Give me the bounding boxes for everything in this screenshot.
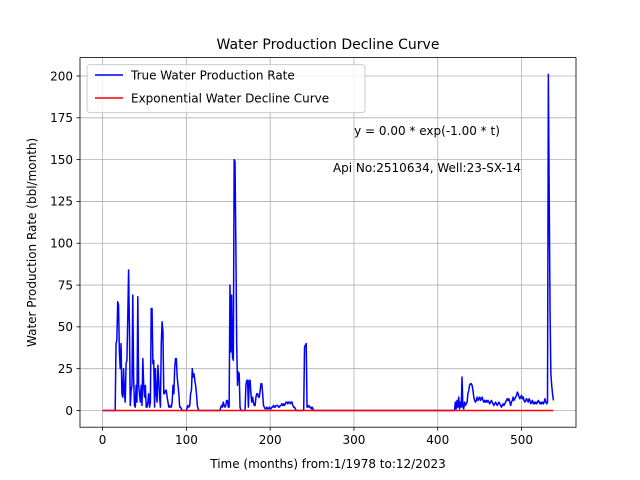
plot-area: 0 100 200 300 400 500 0 25 50 75 100 125 150 175 200 bbox=[50, 57, 577, 447]
y-axis-label: Water Production Rate (bbl/month) bbox=[25, 138, 39, 347]
x-tick-label: 100 bbox=[175, 433, 198, 447]
y-tick-label: 25 bbox=[58, 362, 73, 376]
y-tick-label: 175 bbox=[50, 111, 73, 125]
x-tick-label: 0 bbox=[99, 433, 107, 447]
y-tick-label: 200 bbox=[50, 69, 73, 83]
x-tick-label: 500 bbox=[510, 433, 533, 447]
legend-label-exponential-curve: Exponential Water Decline Curve bbox=[131, 92, 329, 106]
y-tick-label: 75 bbox=[58, 278, 73, 292]
x-tick-label: 300 bbox=[343, 433, 366, 447]
legend-label-true-rate: True Water Production Rate bbox=[130, 69, 295, 83]
equation-annotation: y = 0.00 * exp(-1.00 * t) bbox=[354, 124, 500, 138]
x-axis-label: Time (months) from:1/1978 to:12/2023 bbox=[209, 457, 446, 471]
x-axis-ticks: 0 100 200 300 400 500 bbox=[99, 427, 533, 447]
y-tick-label: 150 bbox=[50, 153, 73, 167]
y-tick-label: 100 bbox=[50, 237, 73, 251]
chart-title: Water Production Decline Curve bbox=[217, 37, 440, 53]
true-water-production-rate-line bbox=[102, 73, 555, 412]
y-tick-label: 125 bbox=[50, 195, 73, 209]
well-annotation: Api No:2510634, Well:23-SX-14 bbox=[333, 161, 521, 175]
y-tick-label: 0 bbox=[65, 404, 73, 418]
legend-box bbox=[86, 64, 366, 114]
x-tick-label: 200 bbox=[259, 433, 282, 447]
legend: True Water Production Rate Exponential W… bbox=[86, 64, 366, 114]
series-lines bbox=[102, 73, 555, 412]
y-axis-ticks: 0 25 50 75 100 125 150 175 200 bbox=[50, 69, 80, 418]
plot-frame bbox=[79, 57, 577, 428]
y-tick-label: 50 bbox=[58, 320, 73, 334]
x-tick-label: 400 bbox=[426, 433, 449, 447]
